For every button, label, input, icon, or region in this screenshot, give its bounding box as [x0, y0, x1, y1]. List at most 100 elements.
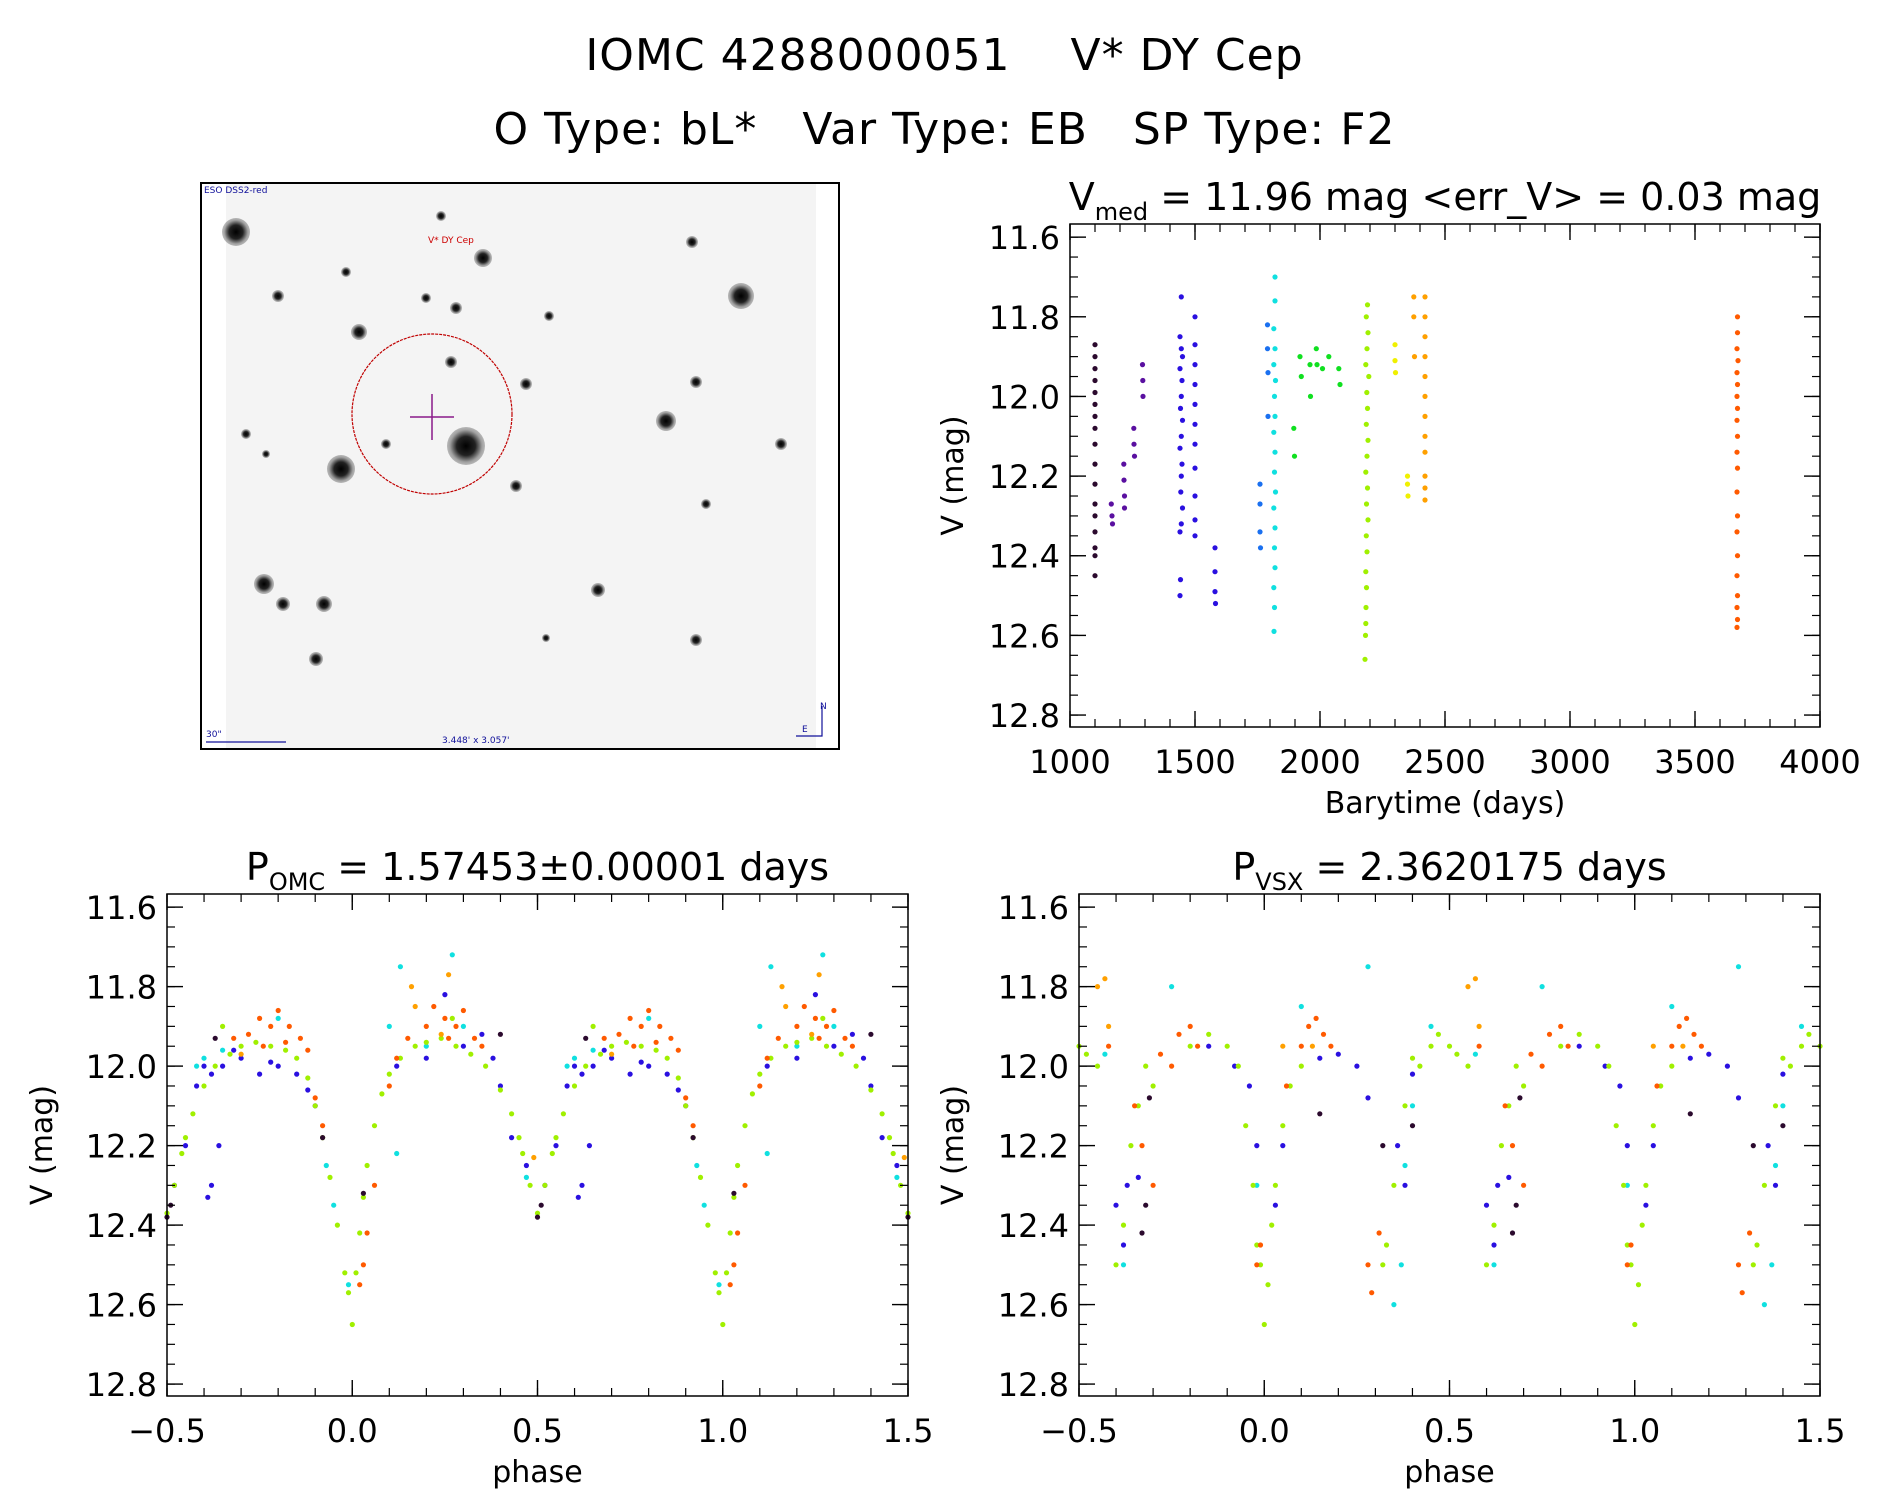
data-point: [1271, 429, 1277, 435]
data-point: [1506, 1174, 1512, 1180]
data-point: [1264, 322, 1271, 328]
data-point: [1313, 1015, 1319, 1022]
data-point: [1654, 1083, 1660, 1089]
data-point: [553, 1135, 559, 1141]
data-point: [1265, 370, 1271, 376]
data-point: [238, 1043, 244, 1049]
data-point: [1179, 377, 1185, 384]
data-point: [1643, 1182, 1649, 1188]
data-point: [1140, 377, 1146, 384]
data-point: [238, 1055, 244, 1061]
data-point: [1761, 1182, 1767, 1188]
data-point: [1363, 585, 1370, 591]
data-point: [1595, 1043, 1601, 1049]
data-point: [1280, 1143, 1286, 1149]
data-point: [1698, 1043, 1704, 1049]
data-point: [1734, 513, 1741, 519]
data-point: [1366, 373, 1372, 380]
star: [381, 439, 391, 449]
data-point: [764, 1063, 770, 1069]
data-point: [1472, 976, 1478, 982]
finder-chart: ESO DSS2-red V* DY Cep 30" 3.448' x 3.05…: [200, 182, 840, 750]
data-point: [886, 1135, 893, 1141]
data-point: [1328, 1043, 1334, 1049]
data-point: [816, 1035, 822, 1041]
object-title: IOMC 4288000051 V* DY Cep: [585, 30, 1304, 81]
data-point: [1139, 1143, 1145, 1149]
x-axis-label: phase: [492, 1455, 583, 1490]
data-point: [1362, 656, 1368, 662]
data-point: [305, 1075, 311, 1081]
data-point: [1483, 1262, 1490, 1268]
data-point: [257, 1015, 263, 1022]
y-tick-label: 12.8: [998, 1366, 1069, 1404]
data-point: [783, 1003, 789, 1010]
data-point: [1798, 1023, 1805, 1029]
data-point: [627, 1071, 633, 1077]
x-tick-label: −0.5: [128, 1412, 206, 1450]
data-point: [1422, 485, 1428, 491]
data-point: [1411, 354, 1418, 360]
data-point: [1428, 1043, 1434, 1049]
data-point: [471, 1035, 478, 1041]
chart-0: 1000 1500 2000 2500 3000 3500 4000 11.6 11.8 12.0…: [936, 175, 1861, 821]
data-point: [1224, 1043, 1230, 1049]
y-tick-label: 12.0: [989, 378, 1060, 416]
data-point: [220, 1023, 226, 1029]
data-point: [431, 1003, 437, 1010]
data-point: [1409, 1071, 1416, 1077]
data-point: [735, 1230, 741, 1236]
data-point: [1192, 401, 1198, 407]
y-tick-label: 11.6: [86, 889, 157, 927]
data-point: [1124, 1182, 1130, 1188]
data-point: [1206, 1043, 1212, 1049]
data-point: [657, 1023, 663, 1029]
data-point: [1624, 1182, 1630, 1188]
data-point: [590, 1063, 596, 1069]
data-point: [1734, 370, 1740, 376]
data-point: [1235, 1063, 1241, 1069]
data-point: [360, 1194, 366, 1200]
data-point: [253, 1039, 259, 1045]
data-point: [1558, 1043, 1564, 1049]
data-point: [720, 1321, 726, 1328]
data-point: [412, 1043, 418, 1049]
data-point: [442, 1015, 448, 1022]
data-point: [379, 1091, 385, 1097]
data-point: [1422, 373, 1428, 380]
data-point: [1192, 342, 1198, 348]
data-point: [571, 1055, 578, 1061]
data-point: [275, 1007, 281, 1014]
data-point: [497, 1031, 503, 1037]
finder-overlay: [206, 333, 823, 743]
data-point: [1513, 1202, 1519, 1208]
data-point: [305, 1087, 311, 1093]
data-point: [1624, 1143, 1630, 1149]
data-point: [1402, 1182, 1408, 1188]
data-point: [1658, 1083, 1664, 1089]
data-point: [286, 1023, 292, 1029]
data-point: [1734, 393, 1740, 399]
data-point: [820, 952, 826, 958]
star: [276, 597, 290, 611]
data-point: [1365, 437, 1371, 443]
data-point: [446, 1035, 452, 1041]
data-point: [1376, 1230, 1382, 1236]
data-point: [357, 1282, 363, 1288]
data-point: [1113, 1262, 1119, 1268]
data-point: [1178, 433, 1184, 439]
data-point: [1364, 453, 1370, 459]
data-point: [1558, 1023, 1564, 1029]
data-point: [794, 1043, 800, 1049]
data-point: [1422, 334, 1428, 340]
data-point: [583, 1035, 589, 1041]
data-point: [1650, 1143, 1656, 1149]
data-point: [1363, 501, 1370, 507]
data-point: [609, 1055, 615, 1061]
data-point: [1409, 1055, 1416, 1061]
data-point: [1369, 1290, 1375, 1296]
data-point: [1435, 1031, 1441, 1037]
star: [241, 429, 251, 439]
data-point: [1517, 1095, 1523, 1101]
data-point: [1092, 401, 1098, 407]
